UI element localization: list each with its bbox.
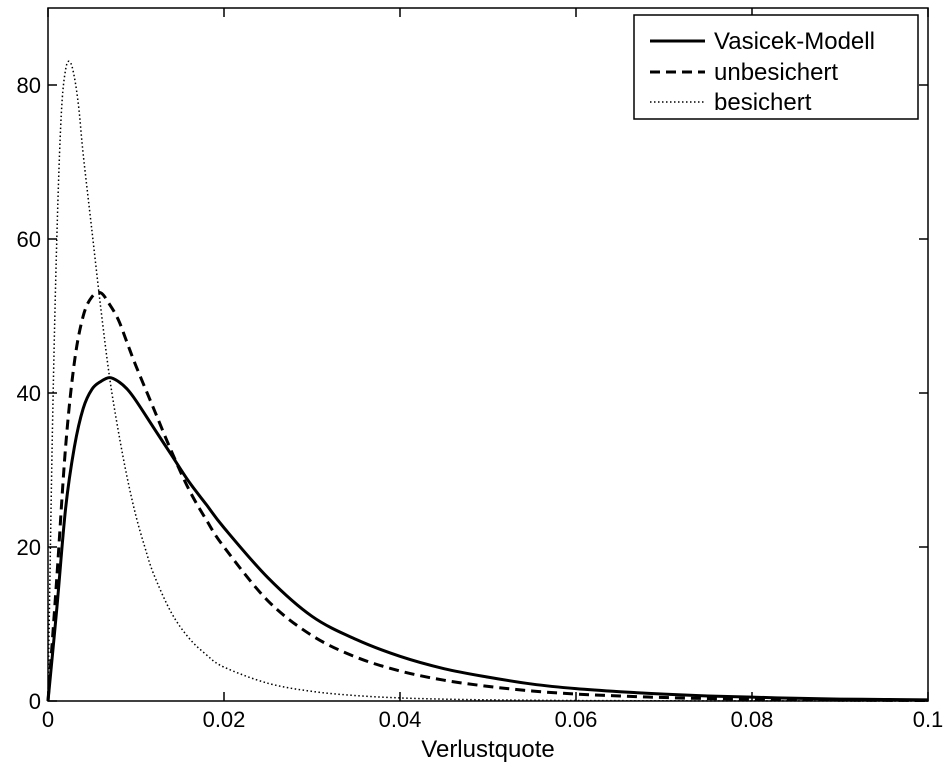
- legend-label-unbesichert: unbesichert: [714, 59, 838, 86]
- legend: Vasicek-Modell unbesichert besichert: [633, 14, 919, 120]
- legend-box: [633, 14, 919, 120]
- series-line-2: [47, 60, 929, 702]
- legend-label-besichert: besichert: [714, 89, 812, 116]
- axis-ticks: 0 0.02 0.04 0.06 0.08 0.1 0 20 40 60 80: [17, 8, 944, 732]
- x-tick-label: 0.06: [555, 707, 598, 732]
- x-tick-label: 0.1: [913, 707, 944, 732]
- x-tick-label: 0.08: [731, 707, 774, 732]
- x-tick-label: 0.04: [379, 707, 422, 732]
- x-axis-title: Verlustquote: [421, 736, 554, 763]
- x-tick-label: 0.02: [203, 707, 246, 732]
- legend-label-vasicek: Vasicek-Modell: [714, 28, 875, 55]
- y-tick-label: 60: [17, 227, 41, 252]
- y-tick-label: 80: [17, 73, 41, 98]
- y-tick-label: 0: [29, 689, 41, 714]
- series-layer: [46, 60, 929, 703]
- series-line-0: [46, 376, 929, 702]
- series-line-1: [46, 290, 929, 703]
- plot-area: [47, 7, 929, 702]
- y-tick-label: 20: [17, 535, 41, 560]
- x-tick-label: 0: [42, 707, 54, 732]
- y-tick-label: 40: [17, 381, 41, 406]
